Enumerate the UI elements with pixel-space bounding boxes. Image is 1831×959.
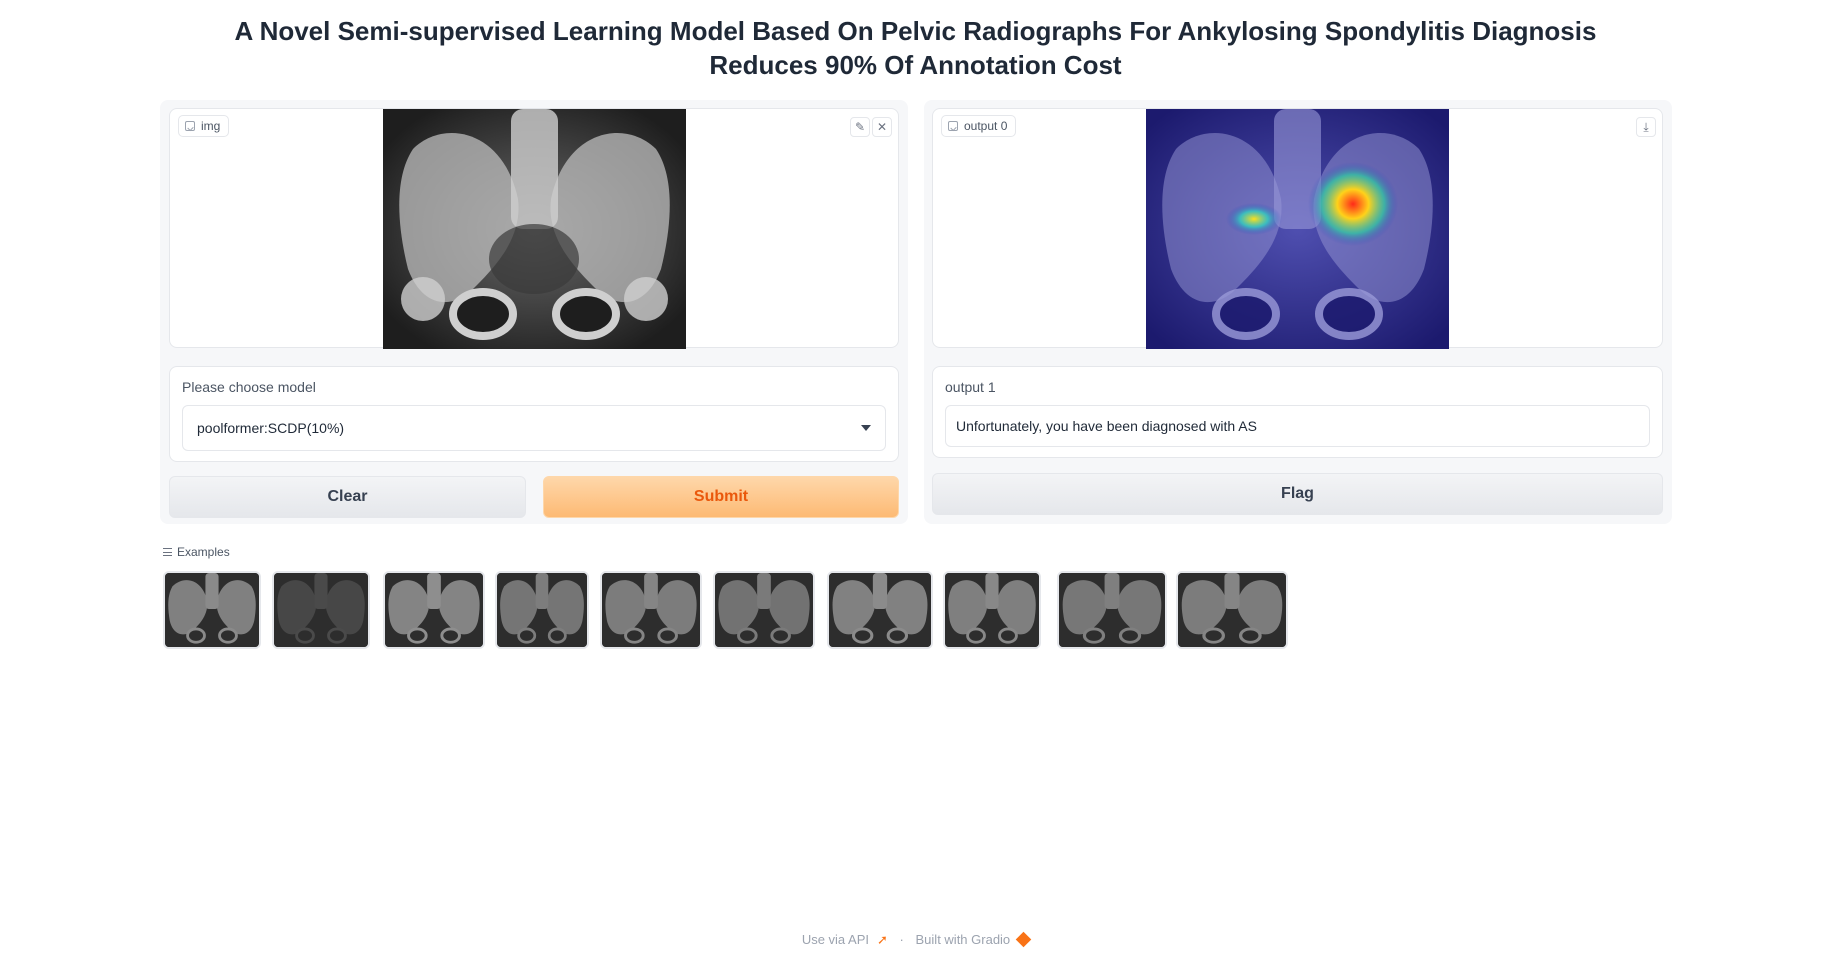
example-thumbnail[interactable] [1176,571,1288,649]
flag-button[interactable]: Flag [932,473,1663,515]
image-icon [185,121,195,131]
rocket-icon: ➚ [877,932,888,947]
output-textbox[interactable]: Unfortunately, you have been diagnosed w… [945,405,1650,447]
image-icon [948,121,958,131]
dropdown-caret-icon [861,425,871,431]
output-panel: output 0 [924,100,1672,524]
download-button[interactable]: ⤓ [1636,117,1656,137]
input-image-label: img [178,115,230,137]
built-with-gradio-link[interactable]: Built with Gradio [915,932,1011,947]
use-via-api-link[interactable]: Use via API [801,932,870,947]
example-thumbnail[interactable] [943,571,1041,649]
output-text-card: output 1 Unfortunately, you have been di… [932,366,1663,458]
clear-image-button[interactable]: ✕ [872,117,892,137]
output-image-card: output 0 [932,108,1663,349]
list-icon [163,548,172,556]
download-icon: ⤓ [1643,119,1649,134]
output-heatmap-radiograph [1146,109,1449,349]
example-thumbnail[interactable] [713,571,815,649]
footer: Use via API ➚ · Built with Gradio [0,931,1831,948]
close-icon: ✕ [876,120,888,134]
example-thumbnail[interactable] [600,571,702,649]
input-panel: img ✎ ✕ [160,100,908,524]
example-thumbnail[interactable] [495,571,589,649]
examples-label: Examples [163,545,230,559]
clear-button[interactable]: Clear [169,476,526,518]
output-image-label: output 0 [941,115,1017,137]
page-title: A Novel Semi-supervised Learning Model B… [234,16,1597,80]
example-thumbnail[interactable] [1057,571,1167,649]
model-select-value: poolformer:SCDP(10%) [197,420,345,436]
gradio-logo-icon [1015,931,1032,948]
edit-button[interactable]: ✎ [850,117,870,137]
example-thumbnail[interactable] [383,571,485,649]
model-select-label: Please choose model [182,379,316,395]
example-thumbnail[interactable] [827,571,933,649]
submit-button[interactable]: Submit [543,476,899,518]
input-image-card[interactable]: img ✎ ✕ [169,108,899,349]
input-radiograph [383,109,686,349]
model-select-card: Please choose model poolformer:SCDP(10%) [169,366,899,462]
output-text-label: output 1 [945,379,996,395]
model-select[interactable]: poolformer:SCDP(10%) [182,405,886,451]
example-thumbnail[interactable] [272,571,370,649]
footer-separator: · [899,932,904,947]
edit-icon: ✎ [854,120,866,134]
example-thumbnail[interactable] [163,571,261,649]
